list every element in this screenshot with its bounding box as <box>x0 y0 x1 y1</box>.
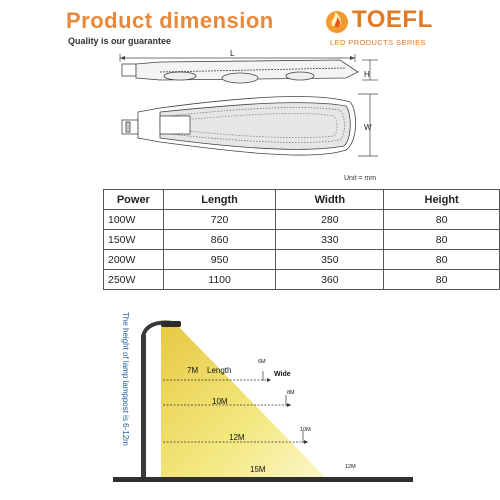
table-cell: 250W <box>103 269 164 290</box>
distance-label: 7M <box>187 366 199 375</box>
wide-value-label: 10M <box>300 427 311 433</box>
table-cell: 150W <box>103 229 164 250</box>
page-title: Product dimension <box>66 8 274 33</box>
brand-subtitle: LED PRODUCTS SERIES <box>330 38 426 47</box>
table-row: 250W 1100 360 80 <box>103 269 500 290</box>
tagline: Quality is our guarantee <box>68 36 172 46</box>
table-cell: 950 <box>162 249 277 270</box>
table-cell: 100W <box>103 209 164 230</box>
column-header: Power <box>103 189 164 210</box>
distance-label: 15M <box>250 465 266 474</box>
dimension-table: Power Length Width Height 100W 720 280 8… <box>103 189 500 290</box>
table-cell: 330 <box>275 229 385 250</box>
length-label: Length <box>207 366 232 375</box>
lamp-head <box>161 321 181 327</box>
table-cell: 80 <box>383 249 500 270</box>
table-cell: 200W <box>103 249 164 270</box>
light-beam <box>161 325 325 477</box>
ground <box>113 477 413 482</box>
table-cell: 350 <box>275 249 385 270</box>
table-cell: 1100 <box>162 269 277 290</box>
table-row: 150W 860 330 80 <box>103 229 500 250</box>
table-cell: 860 <box>162 229 277 250</box>
side-view <box>121 59 359 84</box>
table-cell: 280 <box>275 209 385 230</box>
lighting-illustration <box>113 320 413 482</box>
distance-label: 12M <box>229 433 245 442</box>
wide-value-label: 12M <box>345 464 356 470</box>
table-cell: 80 <box>383 269 500 290</box>
column-header: Width <box>275 189 385 210</box>
wide-label: Wide <box>274 371 291 378</box>
column-header: Height <box>383 189 500 210</box>
dimension-height-label: H <box>364 70 370 79</box>
table-cell: 80 <box>383 229 500 250</box>
brand-flame-icon <box>326 11 348 33</box>
table-cell: 360 <box>275 269 385 290</box>
wide-value-label: 6M <box>258 359 266 365</box>
table-cell: 80 <box>383 209 500 230</box>
product-drawing: L H W <box>119 50 378 157</box>
table-header-row: Power Length Width Height <box>103 189 500 210</box>
dimension-width-label: W <box>364 123 372 132</box>
unit-note: Unit = mm <box>344 175 377 182</box>
dimension-length-label: L <box>230 50 235 58</box>
distance-label: 10M <box>212 397 228 406</box>
top-view <box>121 96 356 156</box>
table-row: 100W 720 280 80 <box>103 209 500 230</box>
wide-value-label: 8M <box>287 390 295 396</box>
table-row: 200W 950 350 80 <box>103 249 500 270</box>
table-cell: 720 <box>162 209 277 230</box>
column-header: Length <box>162 189 277 210</box>
lamp-pole <box>141 335 146 477</box>
lamppost-height-note: The height of lamp lamppost is 6-12m <box>121 312 130 446</box>
brand-name: TOEFL <box>352 6 433 33</box>
